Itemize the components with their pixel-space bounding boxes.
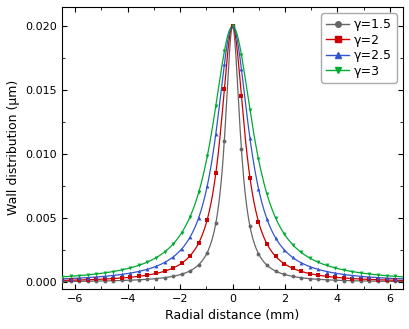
Legend: γ=1.5, γ=2, γ=2.5, γ=3: γ=1.5, γ=2, γ=2.5, γ=3 bbox=[321, 13, 396, 83]
X-axis label: Radial distance (mm): Radial distance (mm) bbox=[165, 309, 299, 322]
Y-axis label: Wall distribution (μm): Wall distribution (μm) bbox=[7, 80, 20, 215]
